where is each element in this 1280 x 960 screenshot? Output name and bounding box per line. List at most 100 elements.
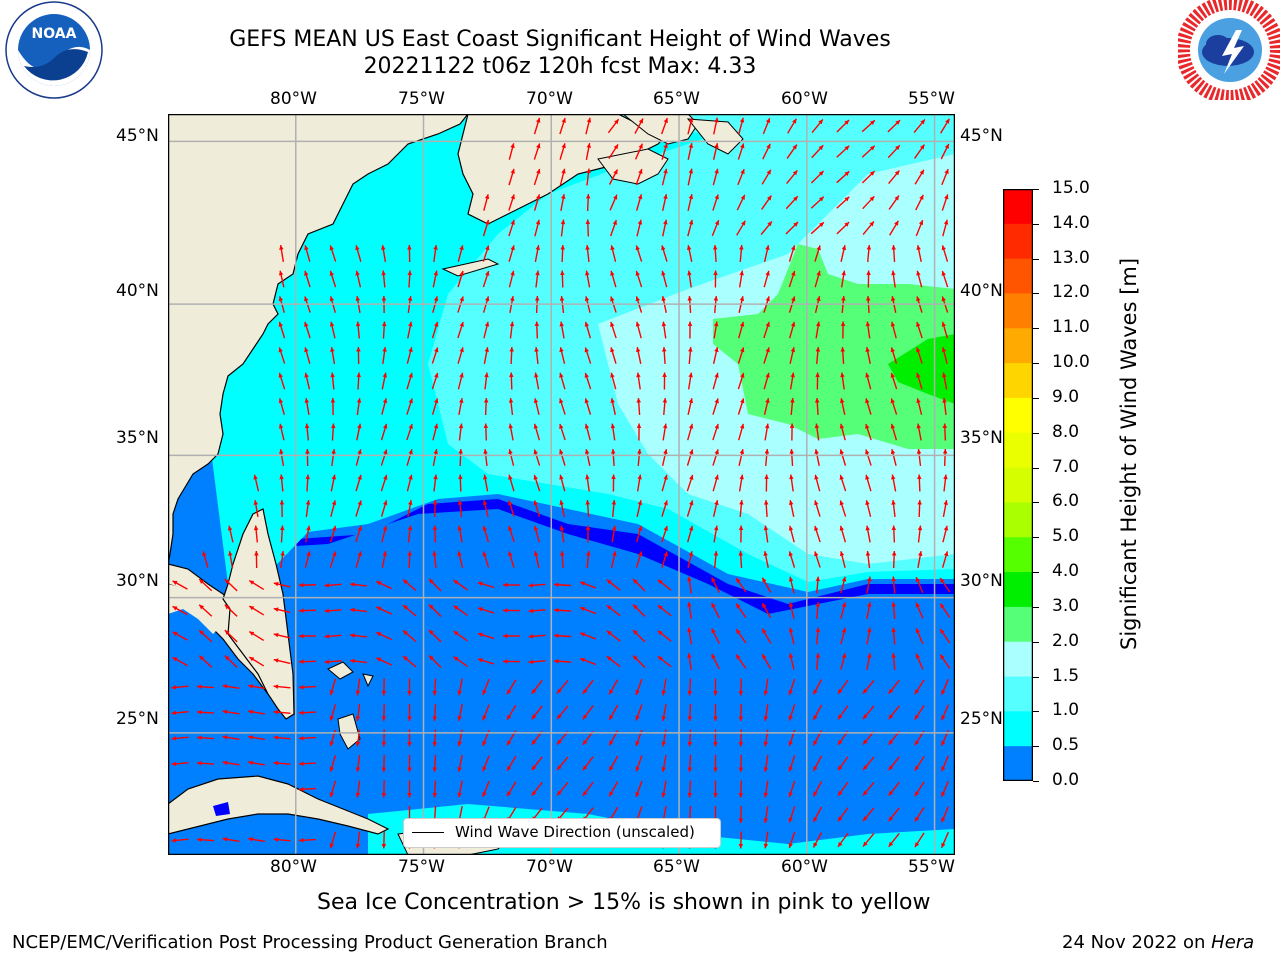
wind-arrow xyxy=(356,423,362,441)
wind-arrow xyxy=(941,194,949,211)
wind-arrow xyxy=(789,474,794,492)
wind-arrow xyxy=(508,168,515,186)
wind-arrow xyxy=(635,678,643,696)
wind-arrow xyxy=(380,500,388,517)
wind-arrow xyxy=(735,628,747,644)
map-gridlines xyxy=(168,114,955,855)
wind-arrow xyxy=(579,632,597,640)
wind-arrow xyxy=(509,346,514,365)
wind-arrow xyxy=(687,117,694,135)
wind-arrow xyxy=(349,658,368,664)
wind-arrow xyxy=(381,831,387,849)
wind-arrow xyxy=(355,525,362,543)
wind-arrow xyxy=(477,658,495,665)
wind-arrow xyxy=(840,602,847,619)
colorbar-tick-label: 12.0 xyxy=(1052,282,1090,303)
wind-arrow xyxy=(814,423,820,441)
wind-arrow xyxy=(861,145,876,158)
wind-arrow xyxy=(861,119,876,133)
wind-arrow xyxy=(632,654,646,669)
map-panel xyxy=(168,114,955,855)
wind-arrow xyxy=(712,347,719,364)
wind-arrow xyxy=(502,608,521,613)
wind-arrow xyxy=(839,398,846,415)
wind-arrow xyxy=(556,731,569,745)
wind-arrow xyxy=(533,500,541,517)
wind-arrow xyxy=(171,838,189,843)
wind-arrow xyxy=(305,499,311,518)
wind-arrow xyxy=(687,398,694,415)
wind-arrow xyxy=(453,656,468,667)
wind-arrow xyxy=(789,448,795,467)
wind-arrow xyxy=(891,550,897,569)
colorbar-tick-mark xyxy=(1033,293,1039,295)
wind-arrow xyxy=(534,372,540,390)
wind-arrow xyxy=(298,786,317,792)
wind-arrow xyxy=(761,628,772,644)
wind-arrow xyxy=(253,474,260,492)
wind-arrow xyxy=(837,807,849,822)
wind-arrow xyxy=(304,398,310,415)
wind-arrow xyxy=(840,321,846,339)
wind-arrow xyxy=(610,551,617,568)
wind-arrow xyxy=(502,659,521,664)
wind-arrow xyxy=(477,632,495,640)
wind-arrow xyxy=(584,423,591,441)
wind-arrow xyxy=(891,499,896,518)
wind-arrow xyxy=(273,581,291,588)
wind-arrow xyxy=(224,655,238,668)
wind-arrow xyxy=(330,423,336,441)
wind-arrow xyxy=(840,576,847,594)
wind-arrow xyxy=(662,423,668,441)
wind-arrow xyxy=(661,449,668,466)
wind-arrow xyxy=(533,398,540,415)
wind-arrow xyxy=(914,781,925,797)
wind-arrow xyxy=(862,705,875,720)
lat-label-right-45n: 45°N xyxy=(960,126,1003,146)
wind-arrow xyxy=(812,832,823,848)
wind-arrow xyxy=(329,704,337,721)
colorbar-segment xyxy=(1003,572,1033,608)
wind-arrow xyxy=(305,474,311,492)
wind-arrow xyxy=(171,736,189,741)
wind-arrow xyxy=(636,397,641,416)
wind-arrow xyxy=(712,500,719,517)
wind-arrow xyxy=(661,270,668,288)
wind-arrow xyxy=(661,704,667,721)
wind-arrow xyxy=(298,684,317,690)
colorbar-segment xyxy=(1003,711,1033,747)
wind-arrow xyxy=(788,270,796,288)
wind-arrow xyxy=(298,582,317,588)
wind-arrow xyxy=(661,168,668,186)
colorbar-tick-label: 1.5 xyxy=(1052,665,1080,686)
colorbar-tick-label: 15.0 xyxy=(1052,178,1090,198)
wind-arrow xyxy=(661,321,667,339)
wind-arrow xyxy=(890,321,897,339)
wind-arrow xyxy=(586,550,591,569)
wind-arrow xyxy=(687,678,693,696)
wind-arrow xyxy=(810,170,825,184)
legend-label: Wind Wave Direction (unscaled) xyxy=(455,823,695,841)
wind-arrow xyxy=(812,755,823,772)
wind-arrow xyxy=(737,398,745,415)
wind-arrow xyxy=(840,627,847,645)
wind-arrow xyxy=(942,423,948,441)
wind-arrow xyxy=(862,680,875,694)
wind-arrow xyxy=(891,601,896,620)
wind-arrow xyxy=(610,398,616,415)
lat-label-right-35n: 35°N xyxy=(960,428,1003,448)
wind-arrow xyxy=(228,551,234,568)
wind-arrow xyxy=(585,143,591,160)
wind-arrow xyxy=(502,633,521,639)
wind-arrow xyxy=(482,219,490,237)
wind-arrow xyxy=(329,780,337,798)
lon-label-bottom-75w: 75°W xyxy=(398,857,445,877)
wind-arrow xyxy=(814,270,821,288)
wind-arrow xyxy=(888,169,900,185)
wind-arrow xyxy=(712,449,719,466)
wind-arrow xyxy=(533,194,541,211)
wind-arrow xyxy=(661,346,667,365)
wind-arrow xyxy=(712,244,718,263)
wind-arrow xyxy=(890,449,897,466)
wind-arrow xyxy=(559,398,566,415)
